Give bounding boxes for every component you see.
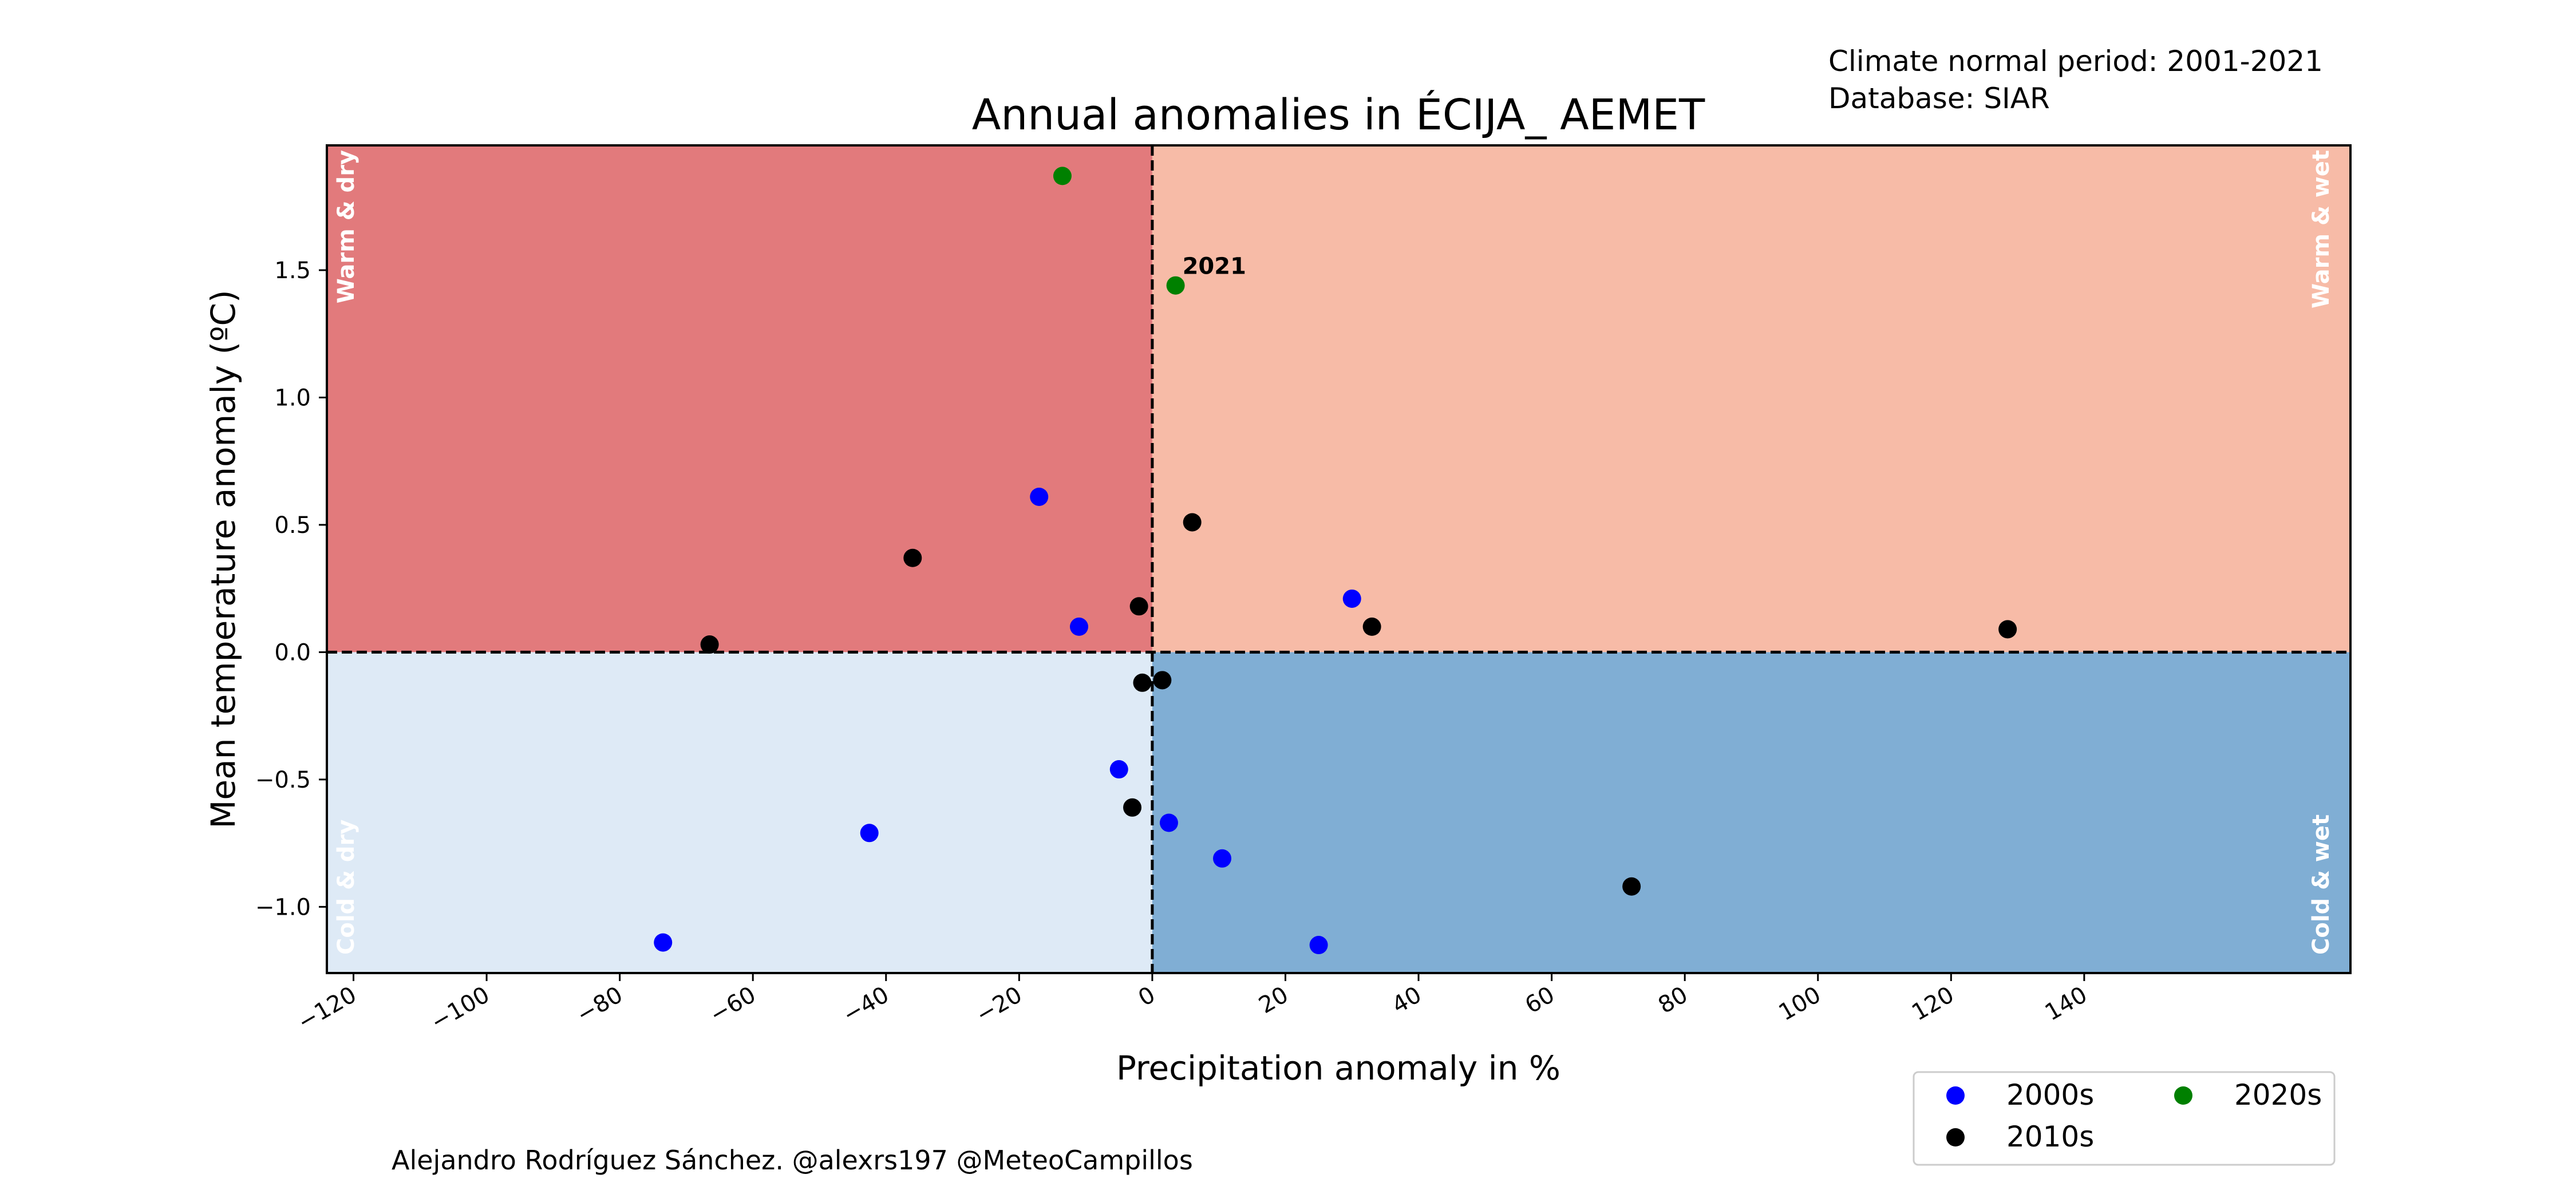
x-tick-label: 0	[1134, 982, 1160, 1012]
credit-text: Alejandro Rodríguez Sánchez. @alexrs197 …	[392, 1145, 1193, 1176]
y-tick-label: 0.0	[274, 639, 311, 666]
quadrant-backgrounds	[327, 145, 2351, 973]
x-tick-label: 140	[2041, 982, 2092, 1026]
climate-period-text: Climate normal period: 2001-2021	[1828, 45, 2323, 78]
legend-label-2020s: 2020s	[2234, 1078, 2322, 1112]
quadrant-label-cold-wet: Cold & wet	[2308, 814, 2334, 955]
data-point-2010s	[903, 548, 922, 567]
data-point-2020s	[1166, 276, 1185, 295]
data-point-2010s	[1622, 877, 1641, 896]
database-text: Database: SIAR	[1828, 82, 2050, 115]
data-point-2000s	[1030, 487, 1049, 506]
data-point-2010s	[700, 635, 719, 654]
data-point-2000s	[1159, 813, 1178, 832]
data-point-2020s	[1053, 167, 1072, 185]
quadrant-warm-dry	[327, 145, 1152, 653]
y-axis-ticks: −1.0 −0.5 0.0 0.5 1.0 1.5	[255, 258, 327, 920]
data-point-2000s	[1342, 589, 1361, 608]
legend-marker-2020s	[2174, 1086, 2192, 1105]
quadrant-warm-wet	[1152, 145, 2351, 653]
y-tick-label: −0.5	[255, 767, 311, 793]
x-tick-label: 40	[1388, 982, 1426, 1019]
data-point-2000s	[1069, 617, 1088, 636]
annotation-2021: 2021	[1183, 254, 1246, 280]
data-point-2000s	[1309, 936, 1328, 955]
data-point-2010s	[1183, 513, 1202, 532]
reference-lines	[327, 145, 2350, 973]
x-tick-label: 80	[1654, 982, 1692, 1019]
data-point-2010s	[1362, 617, 1381, 636]
legend-box	[1913, 1071, 2336, 1166]
x-axis-label: Precipitation anomaly in %	[1116, 1049, 1560, 1088]
x-tick-label: −80	[572, 982, 627, 1029]
data-point-2000s	[860, 824, 879, 843]
quadrant-label-warm-dry: Warm & dry	[333, 150, 359, 303]
x-tick-label: 20	[1254, 982, 1293, 1019]
y-axis-label: Mean temperature anomaly (ºC)	[204, 290, 243, 828]
data-point-2010s	[1998, 620, 2017, 639]
y-tick-label: 1.5	[274, 258, 311, 284]
data-point-2010s	[1133, 673, 1152, 692]
data-point-2010s	[1153, 671, 1172, 690]
y-tick-label: 1.0	[274, 385, 311, 411]
data-point-2010s	[1123, 798, 1142, 817]
data-point-2000s	[1213, 849, 1232, 868]
quadrant-labels: Warm & dry Warm & wet Cold & dry Cold & …	[333, 150, 2334, 955]
x-axis-ticks: −120 −100 −80 −60 −40 −20 0 20 40 60 80 100 120 140	[293, 973, 2092, 1036]
data-points	[654, 167, 2017, 955]
x-tick-label: −120	[293, 982, 361, 1036]
quadrant-label-cold-dry: Cold & dry	[333, 820, 359, 955]
legend-marker-2010s	[1946, 1128, 1965, 1146]
legend-label-2010s: 2010s	[2006, 1120, 2094, 1153]
legend-marker-2000s	[1946, 1086, 1965, 1105]
x-tick-label: −60	[705, 982, 760, 1029]
quadrant-cold-dry	[327, 652, 1152, 973]
quadrant-label-warm-wet: Warm & wet	[2308, 150, 2334, 309]
legend: 2000s 2010s 2020s	[1913, 1071, 2336, 1166]
x-tick-label: 60	[1521, 982, 1559, 1019]
data-point-2010s	[1129, 597, 1148, 616]
data-point-2000s	[654, 933, 673, 952]
x-tick-label: 100	[1775, 982, 1826, 1026]
legend-label-2000s: 2000s	[2006, 1078, 2094, 1112]
x-tick-label: −100	[426, 982, 494, 1036]
data-point-2000s	[1109, 760, 1128, 779]
y-tick-label: −1.0	[255, 894, 311, 920]
plot-frame	[326, 144, 2352, 974]
chart-title: Annual anomalies in ÉCIJA_ AEMET	[972, 89, 1705, 140]
quadrant-cold-wet	[1152, 652, 2351, 973]
x-tick-label: −20	[971, 982, 1026, 1029]
x-tick-label: 120	[1907, 982, 1958, 1026]
x-tick-label: −40	[839, 982, 894, 1029]
y-tick-label: 0.5	[274, 512, 311, 539]
